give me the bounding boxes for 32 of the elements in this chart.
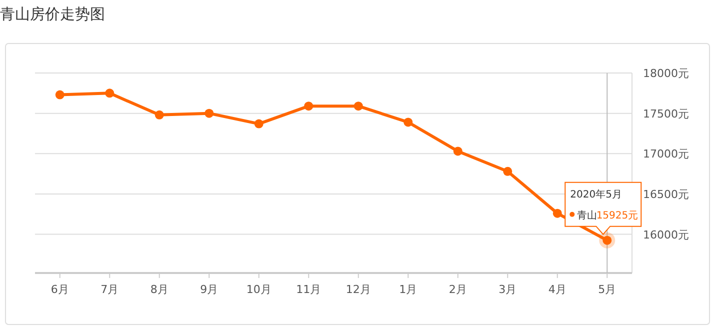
point <box>404 118 413 127</box>
point <box>154 110 164 120</box>
y-tick-label: 17500元 <box>643 107 689 120</box>
x-tick-label: 1月 <box>399 283 418 296</box>
x-tick-label: 12月 <box>346 283 371 296</box>
y-tick-label: 16500元 <box>643 188 689 201</box>
point <box>105 88 114 98</box>
x-tick-label: 6月 <box>50 283 69 296</box>
point <box>55 90 64 100</box>
x-tick-label: 11月 <box>296 283 322 296</box>
y-tick-label: 18000元 <box>643 67 689 80</box>
x-tick-label: 4月 <box>548 283 566 296</box>
x-tick-label: 5月 <box>598 283 616 296</box>
x-tick-label: 8月 <box>150 283 168 296</box>
point <box>503 166 512 176</box>
x-tick-label: 3月 <box>498 283 517 296</box>
legend-label: 青山 <box>577 209 598 222</box>
annotation: 2020年5月 <box>570 188 622 200</box>
y-tick-label: 17000元 <box>643 148 689 161</box>
point <box>453 146 462 156</box>
point <box>354 102 363 111</box>
y-tick-label: 16000元 <box>643 228 689 242</box>
point <box>304 102 314 111</box>
point <box>204 108 214 118</box>
x-tick-label: 7月 <box>100 283 119 296</box>
point <box>254 119 264 128</box>
point <box>552 208 562 218</box>
chart-title: 青山房价走势图 <box>0 5 105 23</box>
x-tick-label: 10月 <box>246 283 272 296</box>
x-tick-label: 9月 <box>200 283 218 296</box>
data-label: 15925元 <box>596 210 638 222</box>
x-tick-label: 2月 <box>448 283 467 296</box>
